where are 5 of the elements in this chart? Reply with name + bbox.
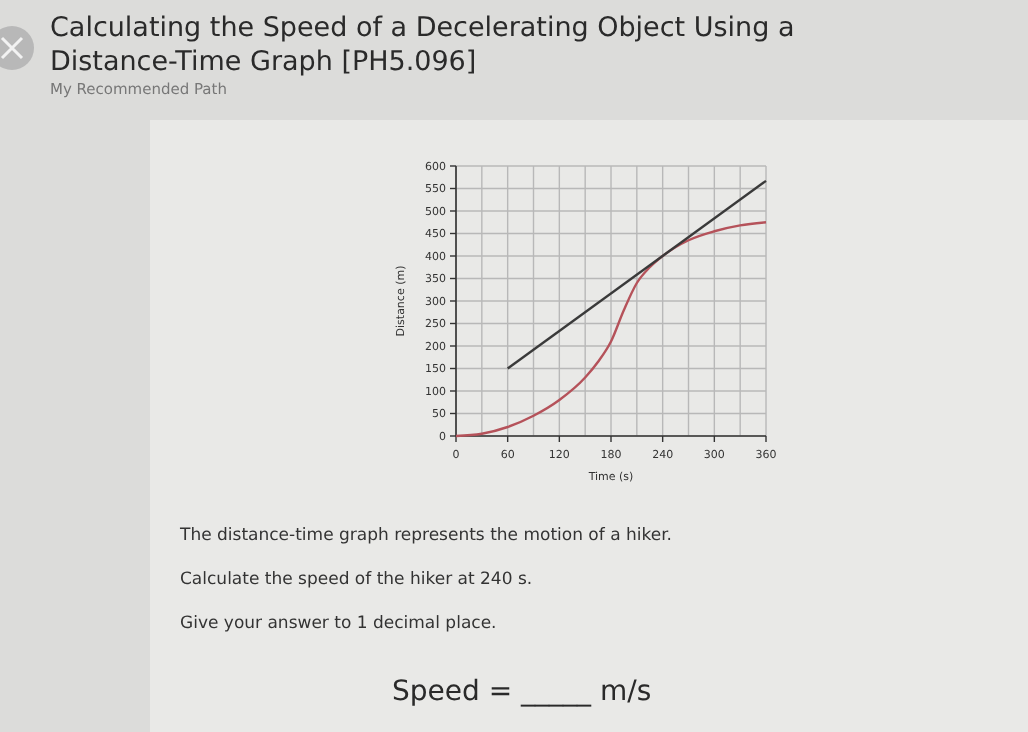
chart-title: Calculating the Speed of a Decelerating Object Using a Distance-Time Graph [PH5.096]	[50, 12, 795, 78]
text: Calculate the speed of the hiker at 240 s.	[180, 570, 533, 590]
text: Speed = _____ m/s	[392, 676, 652, 708]
text: The distance-time graph represents the motion of a hiker.	[178, 526, 672, 546]
text: Give your answer to 1 decimal place.	[180, 614, 497, 634]
